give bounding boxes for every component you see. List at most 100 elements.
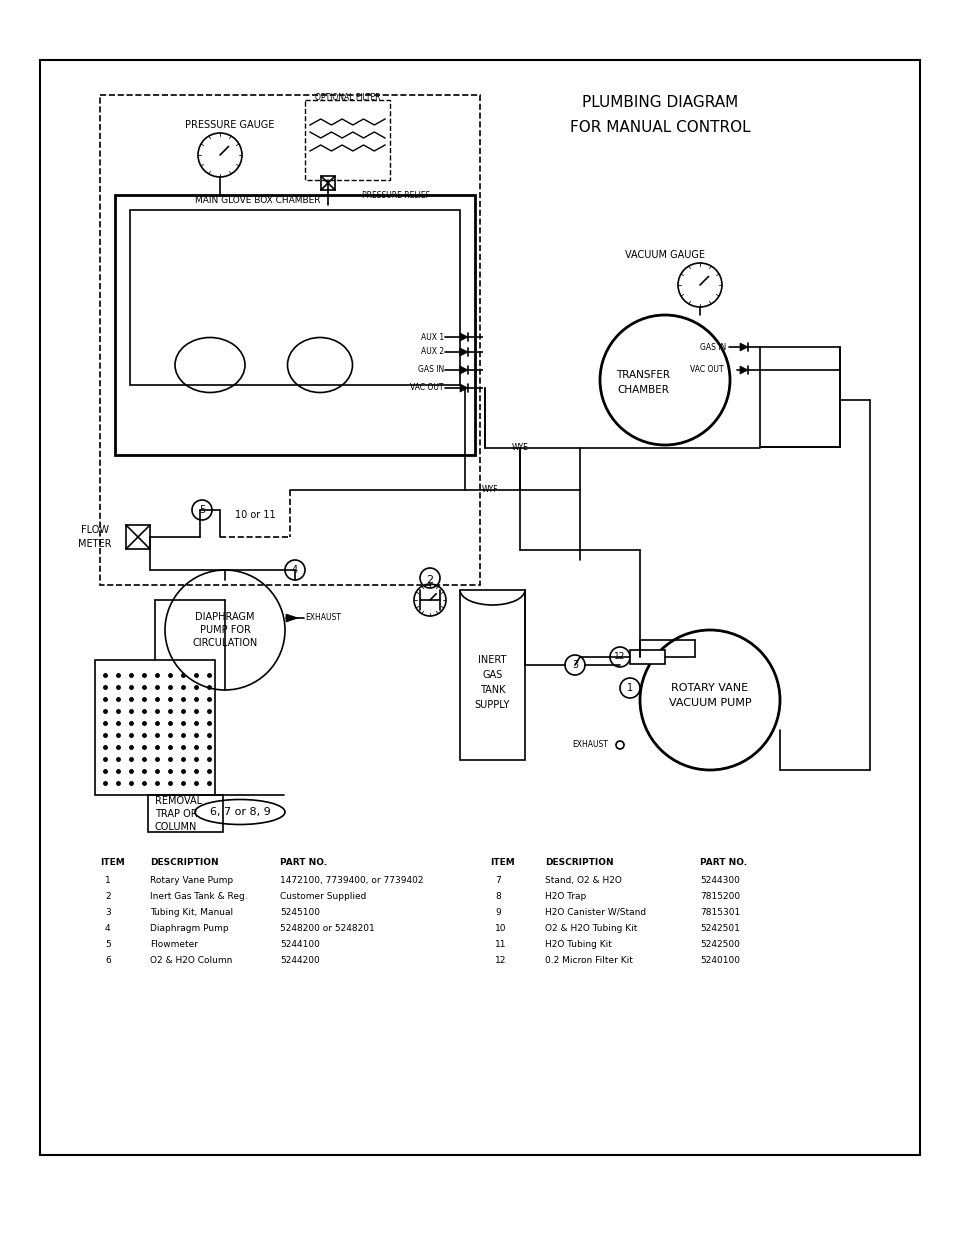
Text: 2: 2 [426, 576, 433, 585]
Text: PLUMBING DIAGRAM
FOR MANUAL CONTROL: PLUMBING DIAGRAM FOR MANUAL CONTROL [569, 95, 749, 135]
Text: 2: 2 [105, 892, 111, 902]
Text: PART NO.: PART NO. [700, 858, 746, 867]
Text: 1472100, 7739400, or 7739402: 1472100, 7739400, or 7739402 [280, 876, 423, 885]
Polygon shape [740, 366, 747, 374]
Text: SUPPLY: SUPPLY [475, 700, 510, 710]
Text: 7815200: 7815200 [700, 892, 740, 902]
Bar [629, 650, 664, 664]
Text: TRAP OR: TRAP OR [154, 809, 197, 819]
Text: DESCRIPTION: DESCRIPTION [150, 858, 218, 867]
Text: 9: 9 [495, 908, 500, 918]
Text: EXHAUST: EXHAUST [305, 614, 340, 622]
Text: TANK: TANK [479, 685, 505, 695]
Text: 10 or 11: 10 or 11 [234, 510, 275, 520]
Text: Customer Supplied: Customer Supplied [280, 892, 366, 902]
Text: 5248200 or 5248201: 5248200 or 5248201 [280, 924, 375, 932]
Text: GAS IN: GAS IN [417, 366, 443, 374]
Bar [760, 347, 840, 447]
Text: 12: 12 [495, 956, 506, 965]
Text: 8: 8 [495, 892, 500, 902]
Bar [130, 210, 459, 385]
Text: VAC OUT: VAC OUT [689, 366, 722, 374]
Text: ITEM: ITEM [490, 858, 515, 867]
Text: CIRCULATION: CIRCULATION [193, 638, 257, 648]
Text: INERT: INERT [477, 655, 506, 664]
Polygon shape [459, 333, 468, 341]
Text: 11: 11 [495, 940, 506, 948]
Text: Diaphragm Pump: Diaphragm Pump [150, 924, 229, 932]
Text: WYE: WYE [511, 443, 528, 452]
Text: REMOVAL: REMOVAL [154, 797, 202, 806]
Bar [148, 795, 223, 832]
Text: FLOW: FLOW [81, 525, 109, 535]
Text: VAC OUT: VAC OUT [410, 384, 443, 393]
Text: WYF: WYF [481, 485, 497, 494]
Text: 5245100: 5245100 [280, 908, 319, 918]
Polygon shape [459, 366, 468, 374]
Text: H2O Canister W/Stand: H2O Canister W/Stand [544, 908, 645, 918]
Text: 5240100: 5240100 [700, 956, 740, 965]
Text: 5244100: 5244100 [280, 940, 319, 948]
Text: 0.2 Micron Filter Kit: 0.2 Micron Filter Kit [544, 956, 632, 965]
Text: 7: 7 [495, 876, 500, 885]
Text: VACUUM PUMP: VACUUM PUMP [668, 698, 751, 708]
Bar [40, 61, 919, 1155]
Text: TRANSFER: TRANSFER [616, 370, 669, 380]
Text: 5244200: 5244200 [280, 956, 319, 965]
Text: 6, 7 or 8, 9: 6, 7 or 8, 9 [210, 806, 270, 818]
Text: 3: 3 [572, 659, 578, 671]
Text: Rotary Vane Pump: Rotary Vane Pump [150, 876, 233, 885]
Polygon shape [459, 384, 468, 391]
Text: 10: 10 [495, 924, 506, 932]
Polygon shape [740, 343, 747, 351]
Text: 5: 5 [198, 505, 205, 515]
Text: PART NO.: PART NO. [280, 858, 327, 867]
Text: Stand, O2 & H2O: Stand, O2 & H2O [544, 876, 621, 885]
Text: 5242501: 5242501 [700, 924, 740, 932]
Text: ITEM: ITEM [100, 858, 125, 867]
Bar [100, 95, 479, 585]
Text: O2 & H2O Tubing Kit: O2 & H2O Tubing Kit [544, 924, 637, 932]
Text: PUMP FOR: PUMP FOR [199, 625, 251, 635]
Text: PRESSURE GAUGE: PRESSURE GAUGE [185, 120, 274, 130]
Text: 4: 4 [105, 924, 111, 932]
Bar [305, 100, 390, 180]
Text: 3: 3 [105, 908, 111, 918]
Text: 7815301: 7815301 [700, 908, 740, 918]
Text: ROTARY VANE: ROTARY VANE [671, 683, 748, 693]
Text: 12: 12 [614, 652, 625, 662]
Text: METER: METER [78, 538, 112, 550]
Text: O2 & H2O Column: O2 & H2O Column [150, 956, 233, 965]
Text: DESCRIPTION: DESCRIPTION [544, 858, 613, 867]
Text: 5: 5 [105, 940, 111, 948]
Text: GAS IN: GAS IN [700, 342, 725, 352]
Text: Inert Gas Tank & Reg.: Inert Gas Tank & Reg. [150, 892, 248, 902]
Text: PRESSURE RELIEF: PRESSURE RELIEF [361, 190, 430, 200]
Bar [126, 525, 150, 550]
Text: AUX 1: AUX 1 [420, 332, 443, 342]
Text: H2O Tubing Kit: H2O Tubing Kit [544, 940, 611, 948]
Text: 5244300: 5244300 [700, 876, 740, 885]
Text: 1: 1 [105, 876, 111, 885]
Text: DIAPHRAGM: DIAPHRAGM [195, 613, 254, 622]
Text: AUX 2: AUX 2 [420, 347, 443, 357]
Polygon shape [286, 614, 297, 622]
Bar [115, 195, 475, 454]
Text: 5242500: 5242500 [700, 940, 740, 948]
Text: Flowmeter: Flowmeter [150, 940, 198, 948]
Text: 6: 6 [105, 956, 111, 965]
Text: EXHAUST: EXHAUST [572, 741, 607, 750]
Text: Tubing Kit, Manual: Tubing Kit, Manual [150, 908, 233, 918]
Bar [320, 177, 335, 190]
Text: COLUMN: COLUMN [154, 823, 197, 832]
Bar [95, 659, 214, 795]
Text: OPTIONAL FILTER: OPTIONAL FILTER [314, 93, 380, 101]
Text: CHAMBER: CHAMBER [617, 385, 668, 395]
Text: MAIN GLOVE BOX CHAMBER: MAIN GLOVE BOX CHAMBER [194, 195, 320, 205]
Text: H2O Trap: H2O Trap [544, 892, 586, 902]
Bar [459, 590, 524, 760]
Text: 4: 4 [292, 564, 297, 576]
Text: GAS: GAS [482, 671, 502, 680]
Text: VACUUM GAUGE: VACUUM GAUGE [624, 249, 704, 261]
Polygon shape [459, 348, 468, 356]
